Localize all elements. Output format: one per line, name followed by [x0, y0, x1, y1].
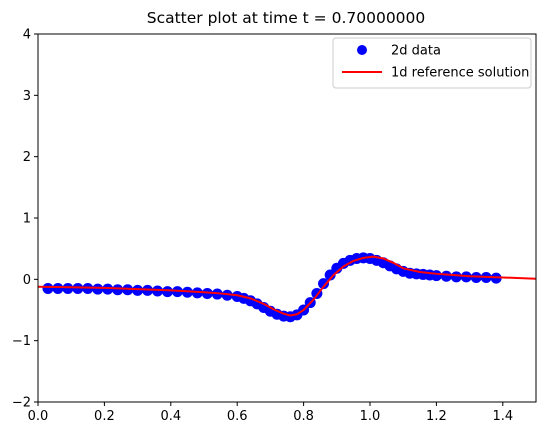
reference-line-layer [38, 255, 536, 317]
y-tick-label: 2 [23, 150, 31, 165]
x-tick-label: 1.4 [492, 409, 513, 424]
scatter-point [430, 270, 442, 282]
scatter-point [161, 286, 173, 298]
scatter-points [42, 252, 502, 323]
scatter-point [221, 289, 233, 301]
scatter-point [152, 285, 164, 297]
y-tick-label: −2 [12, 396, 31, 411]
legend-label-reference: 1d reference solution [391, 66, 529, 81]
x-tick-label: 0.8 [293, 409, 314, 424]
scatter-point [62, 283, 74, 295]
scatter-point [102, 283, 114, 295]
chart-title: Scatter plot at time t = 0.70000000 [147, 9, 426, 27]
scatter-point [72, 283, 84, 295]
x-tick-label: 1.0 [360, 409, 381, 424]
scatter-point [324, 269, 336, 281]
x-tick-label: 0.2 [94, 409, 115, 424]
y-tick-label: 4 [23, 28, 31, 43]
x-tick-label: 0.4 [160, 409, 181, 424]
reference-solution-line [38, 255, 536, 317]
scatter-point [318, 278, 330, 290]
scatter-point [92, 283, 104, 295]
y-tick-label: 3 [23, 89, 31, 104]
x-tick-label: 0.6 [227, 409, 248, 424]
legend-label-2d-data: 2d data [391, 44, 441, 59]
scatter-point [52, 283, 64, 295]
y-tick-label: −1 [12, 334, 31, 349]
scatter-point [132, 284, 144, 296]
legend-marker-2d-data [357, 45, 367, 55]
legend-box [332, 37, 532, 89]
scatter-point [450, 271, 462, 283]
scatter-point [440, 270, 452, 282]
y-tick-label: 1 [23, 212, 31, 227]
legend: 2d data 1d reference solution [332, 37, 532, 89]
x-tick-label: 1.2 [426, 409, 447, 424]
x-tick-label: 0.0 [28, 409, 49, 424]
scatter-point [42, 283, 54, 295]
axis-ticks: 0.0 0.2 0.4 0.6 0.8 1.0 1.2 1.4 −2 −1 0 1 2 3 4 [12, 28, 513, 425]
y-tick-label: 0 [23, 273, 31, 288]
plot-frame [37, 33, 537, 403]
scatter-point [112, 284, 124, 296]
